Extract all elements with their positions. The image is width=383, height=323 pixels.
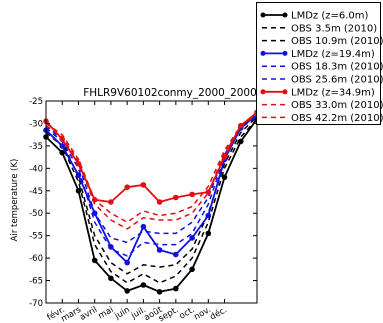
series-line-5 — [45, 116, 258, 257]
data-point — [124, 184, 130, 190]
series-9 — [45, 113, 258, 223]
series-line-2 — [45, 118, 258, 284]
data-point — [189, 266, 195, 273]
legend-label: OBS 3.5m (2010) — [291, 23, 377, 34]
y-tick-label: -50 — [29, 209, 43, 219]
legend-item: LMDz (z=34.9m) — [260, 87, 375, 98]
series-3 — [45, 116, 258, 275]
y-tick-label: -70 — [29, 299, 43, 309]
legend-item: LMDz (z=19.4m) — [260, 49, 375, 60]
y-tick-label: -65 — [29, 277, 43, 287]
series-8 — [45, 113, 258, 230]
data-point — [205, 230, 212, 237]
legend-item: OBS 33.0m (2010) — [262, 100, 383, 111]
data-point — [173, 285, 179, 292]
y-tick-label: -40 — [29, 164, 43, 174]
data-point — [91, 257, 98, 264]
series-line-1 — [45, 118, 258, 293]
legend-label: LMDz (z=19.4m) — [291, 49, 375, 60]
series-2 — [45, 118, 258, 284]
x-tick-label: déc. — [208, 304, 229, 323]
legend-marker — [260, 89, 266, 95]
legend-marker — [260, 12, 266, 18]
legend-label: LMDz (z=6.0m) — [291, 11, 369, 22]
plot-area — [43, 109, 260, 295]
legend-item: OBS 10.9m (2010) — [262, 36, 383, 47]
data-point — [205, 189, 212, 195]
series-1 — [43, 116, 260, 295]
y-tick-label: -55 — [29, 232, 43, 242]
legend-label: OBS 10.9m (2010) — [291, 36, 383, 47]
series-line-8 — [45, 113, 258, 230]
series-4 — [43, 111, 260, 266]
data-point — [108, 275, 114, 282]
y-tick-label: -25 — [29, 97, 43, 107]
x-tick-label: avril — [78, 305, 99, 323]
plot-frame — [45, 100, 258, 304]
data-point — [238, 138, 244, 145]
y-tick-label: -45 — [29, 187, 43, 197]
data-point — [59, 143, 65, 149]
legend-item: OBS 3.5m (2010) — [262, 23, 377, 34]
series-line-4 — [45, 113, 258, 264]
legend-label: OBS 42.2m (2010) — [291, 113, 383, 124]
y-tick-label: -35 — [29, 142, 43, 152]
data-point — [59, 149, 65, 156]
x-tick-label: juin — [112, 305, 131, 322]
data-point — [108, 199, 114, 205]
legend-item: OBS 25.6m (2010) — [262, 75, 383, 86]
legend-box — [256, 2, 381, 125]
series-line-9 — [45, 113, 258, 223]
data-point — [124, 288, 130, 294]
legend-item: OBS 18.3m (2010) — [262, 62, 383, 73]
legend-marker — [282, 50, 288, 56]
legend-item: LMDz (z=6.0m) — [260, 11, 369, 22]
data-point — [173, 194, 179, 201]
data-point — [140, 182, 147, 188]
data-point — [75, 188, 82, 194]
data-point — [173, 251, 179, 258]
data-point — [75, 161, 82, 167]
y-tick-label: -30 — [29, 119, 43, 129]
data-point — [140, 282, 147, 288]
data-point — [124, 259, 130, 266]
data-point — [189, 191, 195, 198]
y-axis-label: Air temperature (K) — [10, 159, 20, 242]
legend-marker — [282, 12, 288, 18]
legend-label: OBS 18.3m (2010) — [291, 62, 383, 73]
legend-label: OBS 33.0m (2010) — [291, 100, 383, 111]
legend-label: OBS 25.6m (2010) — [291, 75, 383, 86]
legend: LMDz (z=6.0m)OBS 3.5m (2010) OBS 10.9m (2… — [256, 2, 383, 125]
series-5 — [45, 116, 258, 257]
axes: -70-65-60-55-50-45-40-35-30-25févr.marsa… — [29, 97, 258, 323]
data-point — [221, 174, 228, 181]
legend-marker — [282, 89, 288, 95]
data-point — [205, 212, 212, 219]
data-point — [140, 223, 147, 230]
legend-label: LMDz (z=34.9m) — [291, 87, 375, 98]
data-point — [189, 235, 195, 241]
y-tick-label: -60 — [29, 254, 43, 264]
legend-item: OBS 42.2m (2010) — [262, 113, 383, 124]
series-line-3 — [45, 116, 258, 275]
legend-marker — [260, 50, 266, 56]
data-point — [156, 247, 163, 253]
data-point — [156, 199, 163, 205]
data-point — [156, 289, 163, 295]
chart-title: FHLR9V60102conmy_2000_2000 — [83, 87, 257, 99]
